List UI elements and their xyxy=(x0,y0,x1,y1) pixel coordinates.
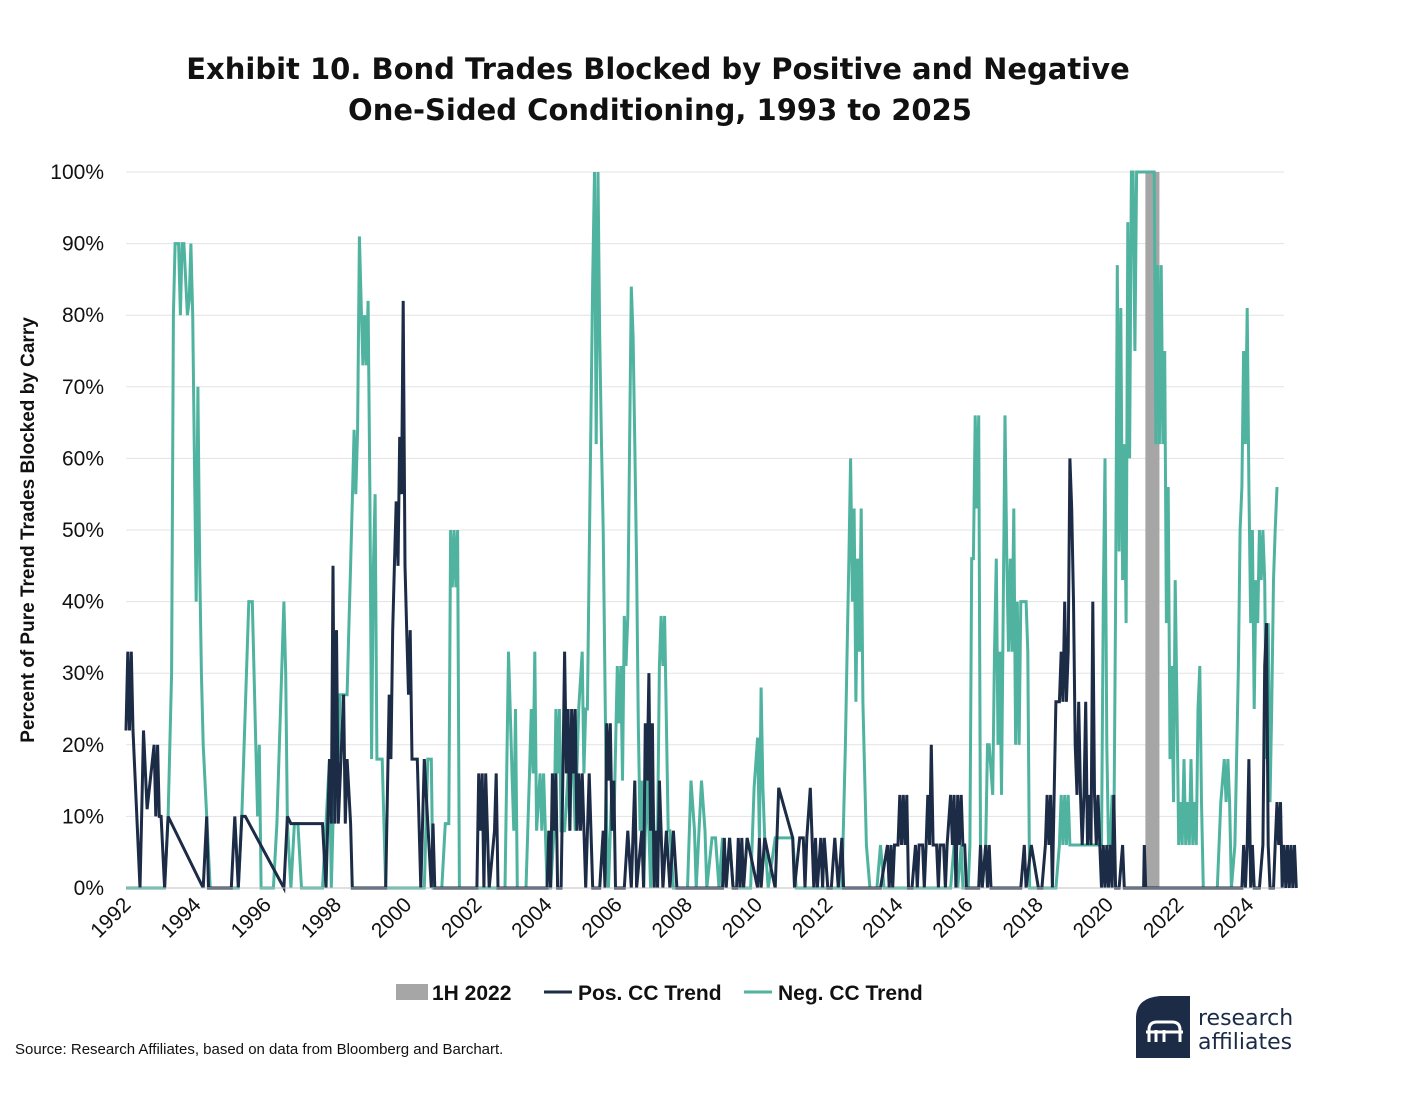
x-tick-label: 2024 xyxy=(1209,893,1259,943)
x-axis-tick-labels: 1992 1994 1996 1998 2000 2002 2004 2006 2008 2010… xyxy=(86,893,1258,943)
x-tick-label: 1994 xyxy=(156,893,206,943)
x-tick-label: 2004 xyxy=(507,893,557,943)
y-tick-label: 30% xyxy=(62,662,104,685)
pos-cc-trendseries-line xyxy=(124,300,1298,894)
x-tick-label: 2002 xyxy=(437,893,486,942)
y-tick-label: 90% xyxy=(62,233,104,256)
x-tick-label: 2022 xyxy=(1139,893,1188,942)
chart-title-line-1: Exhibit 10. Bond Trades Blocked by Posit… xyxy=(186,52,1130,86)
x-tick-label: 1992 xyxy=(86,893,135,942)
x-tick-label: 2010 xyxy=(718,893,767,942)
legend-label: Pos. CC Trend xyxy=(578,982,722,1005)
gridlines xyxy=(126,171,1284,889)
x-tick-label: 2016 xyxy=(928,893,977,942)
source-note: Source: Research Affiliates, based on da… xyxy=(15,1041,503,1058)
y-tick-label: 60% xyxy=(62,447,104,470)
x-tick-label: 1996 xyxy=(227,893,276,942)
research-affiliates-logo: research affiliates xyxy=(1136,996,1293,1058)
x-tick-label: 2000 xyxy=(367,893,416,942)
legend-label: 1H 2022 xyxy=(432,982,511,1005)
y-tick-label: 50% xyxy=(62,519,104,542)
x-tick-label: 2014 xyxy=(858,893,908,943)
x-tick-label: 2018 xyxy=(999,893,1048,942)
legend-swatch xyxy=(396,984,428,1000)
y-tick-label: 0% xyxy=(74,877,104,900)
y-axis-tick-labels: 0% 10% 20% 30% 40% 50% 60% 70% 80% 90% 100% xyxy=(50,161,104,900)
logo-text-research: research xyxy=(1198,1006,1293,1031)
y-axis-title: Percent of Pure Trend Trades Blocked by … xyxy=(18,317,39,743)
y-tick-label: 10% xyxy=(62,805,104,828)
x-tick-label: 1998 xyxy=(297,893,346,942)
legend-label: Neg. CC Trend xyxy=(778,982,923,1005)
series-layer xyxy=(124,170,1298,894)
logo-text-affiliates: affiliates xyxy=(1198,1030,1292,1055)
chart-title-line-2: One-Sided Conditioning, 1993 to 2025 xyxy=(348,93,972,127)
y-tick-label: 100% xyxy=(50,161,104,184)
x-tick-label: 2012 xyxy=(788,893,837,942)
x-tick-label: 2006 xyxy=(578,893,627,942)
y-tick-label: 40% xyxy=(62,591,104,614)
research-affiliates-logo-icon xyxy=(1136,996,1190,1058)
x-tick-label: 2008 xyxy=(648,893,697,942)
y-tick-label: 20% xyxy=(62,734,104,757)
x-tick-label: 2020 xyxy=(1069,893,1118,942)
y-tick-label: 80% xyxy=(62,304,104,327)
y-tick-label: 70% xyxy=(62,376,104,399)
legend: 1H 2022 Pos. CC Trend Neg. CC Trend xyxy=(396,982,923,1005)
